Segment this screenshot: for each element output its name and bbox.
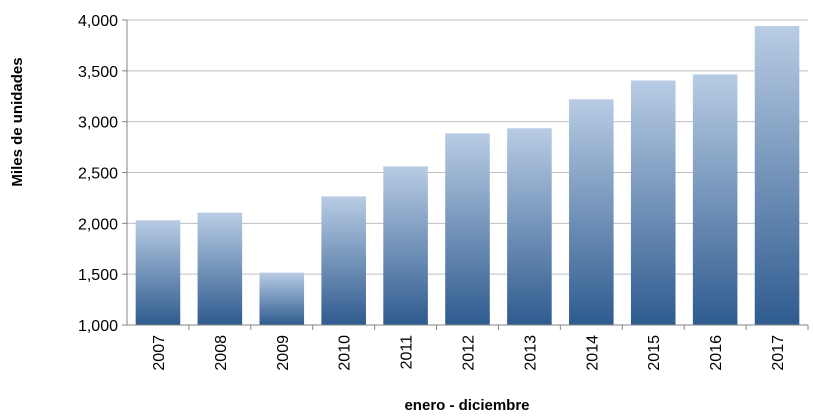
y-tick-label: 4,000 [78,13,118,30]
y-tick-labels: 1,000 1,500 2,000 2,500 3,000 3,500 4,000 [78,13,118,335]
x-tick-label: 2016 [708,335,725,371]
bar-2007 [135,220,181,325]
bar-2013 [507,128,552,325]
x-tick-label: 2011 [399,335,416,370]
y-axis-title: Miles de unidades [9,57,26,186]
x-tick-label: 2009 [275,335,292,371]
x-axis-title: enero - diciembre [404,397,529,414]
x-tick-label: 2012 [461,335,478,371]
y-tick-label: 3,500 [78,64,118,81]
x-tick-label: 2015 [646,335,663,371]
y-tick-label: 1,000 [78,318,118,335]
bar-2014 [569,99,614,325]
axes [126,20,808,326]
bars [135,26,800,326]
x-tick-label: 2007 [151,335,168,371]
bar-2010 [321,196,366,325]
bar-2011 [383,166,428,325]
x-tick-label: 2010 [337,335,354,371]
bar-2012 [445,133,490,325]
x-tick-label: 2017 [770,335,787,371]
bar-2015 [630,80,676,325]
x-tick-labels: 2007 2008 2009 2010 2011 2012 2013 2014 2015 2016… [151,325,809,371]
y-tick-label: 2,000 [78,216,118,233]
y-tick-label: 1,500 [78,267,118,284]
x-tick-label: 2008 [213,335,230,371]
y-tick-label: 2,500 [78,166,118,183]
x-tick-label: 2014 [584,335,601,371]
bar-2008 [197,212,243,325]
bar-2009 [259,272,305,325]
bar-2016 [692,74,738,326]
y-tick-label: 3,000 [78,115,118,132]
bar-2017 [754,26,800,325]
x-tick-label: 2013 [522,335,539,371]
